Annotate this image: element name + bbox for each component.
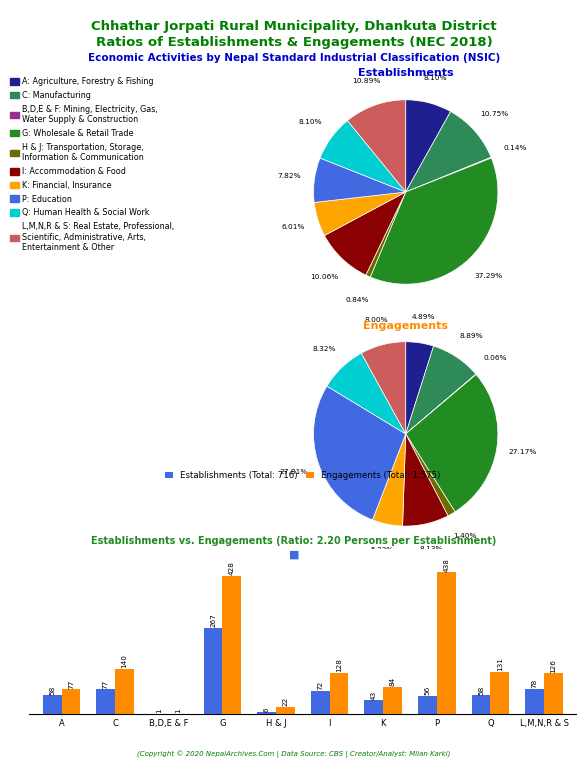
Bar	[330, 673, 348, 714]
Text: 72: 72	[318, 681, 323, 690]
Text: Chhathar Jorpati Rural Municipality, Dhankuta District: Chhathar Jorpati Rural Municipality, Dha…	[91, 21, 497, 33]
Wedge shape	[372, 434, 406, 526]
Wedge shape	[406, 342, 433, 434]
Text: 84: 84	[390, 677, 396, 687]
Bar	[365, 700, 383, 714]
Text: 37.29%: 37.29%	[475, 273, 503, 279]
Text: 128: 128	[336, 658, 342, 672]
Wedge shape	[313, 386, 406, 520]
Text: 58: 58	[49, 686, 55, 695]
Wedge shape	[366, 192, 406, 277]
Text: 0.84%: 0.84%	[346, 296, 369, 303]
Wedge shape	[314, 192, 406, 236]
Bar	[418, 696, 437, 714]
Bar	[383, 687, 402, 714]
Bar	[544, 674, 563, 714]
Bar	[437, 572, 456, 714]
Bar	[43, 696, 62, 714]
Text: 1.40%: 1.40%	[453, 533, 476, 539]
Text: 0.06%: 0.06%	[484, 355, 507, 361]
Text: 140: 140	[122, 654, 128, 668]
Wedge shape	[406, 375, 498, 511]
Text: Ratios of Establishments & Engagements (NEC 2018): Ratios of Establishments & Engagements (…	[96, 36, 492, 48]
Text: 78: 78	[532, 679, 537, 688]
Text: Engagements: Engagements	[363, 321, 448, 332]
Text: Establishments: Establishments	[358, 68, 453, 78]
Text: 6: 6	[263, 707, 270, 712]
Wedge shape	[406, 157, 492, 192]
Bar	[472, 696, 490, 714]
Wedge shape	[406, 111, 491, 192]
Wedge shape	[406, 374, 476, 434]
Text: 6.01%: 6.01%	[282, 224, 305, 230]
Bar	[525, 689, 544, 714]
Text: 8.10%: 8.10%	[423, 74, 447, 81]
Text: 10.06%: 10.06%	[310, 274, 338, 280]
Text: 7.82%: 7.82%	[277, 174, 300, 180]
Wedge shape	[313, 158, 406, 203]
Text: 58: 58	[478, 686, 484, 695]
Text: 27.17%: 27.17%	[508, 449, 536, 455]
Text: 8.13%: 8.13%	[420, 546, 443, 552]
Text: 1: 1	[175, 709, 181, 713]
Text: 428: 428	[229, 561, 235, 575]
Text: 43: 43	[371, 690, 377, 700]
Wedge shape	[327, 353, 406, 434]
Text: ■: ■	[289, 549, 299, 560]
Wedge shape	[403, 434, 448, 526]
Legend: A: Agriculture, Forestry & Fishing, C: Manufacturing, B,D,E & F: Mining, Electri: A: Agriculture, Forestry & Fishing, C: M…	[10, 77, 174, 252]
Wedge shape	[370, 158, 498, 284]
Text: 8.32%: 8.32%	[312, 346, 336, 352]
Text: 4.89%: 4.89%	[412, 314, 436, 320]
Bar	[115, 669, 134, 714]
Bar	[203, 627, 222, 714]
Bar	[258, 712, 276, 714]
Text: 77: 77	[103, 680, 109, 689]
Text: 8.89%: 8.89%	[459, 333, 483, 339]
Text: 438: 438	[443, 558, 449, 572]
Wedge shape	[320, 121, 406, 192]
Bar	[311, 691, 330, 714]
Text: 0.14%: 0.14%	[503, 145, 527, 151]
Wedge shape	[406, 434, 455, 516]
Wedge shape	[406, 346, 476, 434]
Wedge shape	[406, 100, 450, 192]
Bar	[96, 690, 115, 714]
Text: Establishments vs. Engagements (Ratio: 2.20 Persons per Establishment): Establishments vs. Engagements (Ratio: 2…	[91, 536, 497, 547]
Bar	[490, 672, 509, 714]
Text: 126: 126	[550, 659, 556, 673]
Text: 1: 1	[156, 709, 162, 713]
Text: 10.89%: 10.89%	[352, 78, 380, 84]
Bar	[62, 690, 81, 714]
Text: 27.81%: 27.81%	[280, 469, 308, 475]
Wedge shape	[325, 192, 406, 275]
Wedge shape	[361, 342, 406, 434]
Text: 8.10%: 8.10%	[299, 119, 322, 125]
Text: 56: 56	[425, 687, 430, 696]
Text: 22: 22	[282, 697, 288, 707]
Text: 10.75%: 10.75%	[480, 111, 508, 117]
Text: 77: 77	[68, 680, 74, 689]
Text: (Copyright © 2020 NepalArchives.Com | Data Source: CBS | Creator/Analyst: Milan : (Copyright © 2020 NepalArchives.Com | Da…	[138, 750, 450, 758]
Text: 5.33%: 5.33%	[370, 547, 394, 552]
Text: Economic Activities by Nepal Standard Industrial Classification (NSIC): Economic Activities by Nepal Standard In…	[88, 53, 500, 64]
Bar	[276, 707, 295, 714]
Text: 8.00%: 8.00%	[365, 316, 388, 323]
Bar	[222, 576, 241, 714]
Wedge shape	[348, 100, 406, 192]
Legend: Establishments (Total: 716), Engagements (Total: 1,575): Establishments (Total: 716), Engagements…	[162, 468, 444, 483]
Text: 267: 267	[210, 614, 216, 627]
Text: 131: 131	[497, 657, 503, 671]
